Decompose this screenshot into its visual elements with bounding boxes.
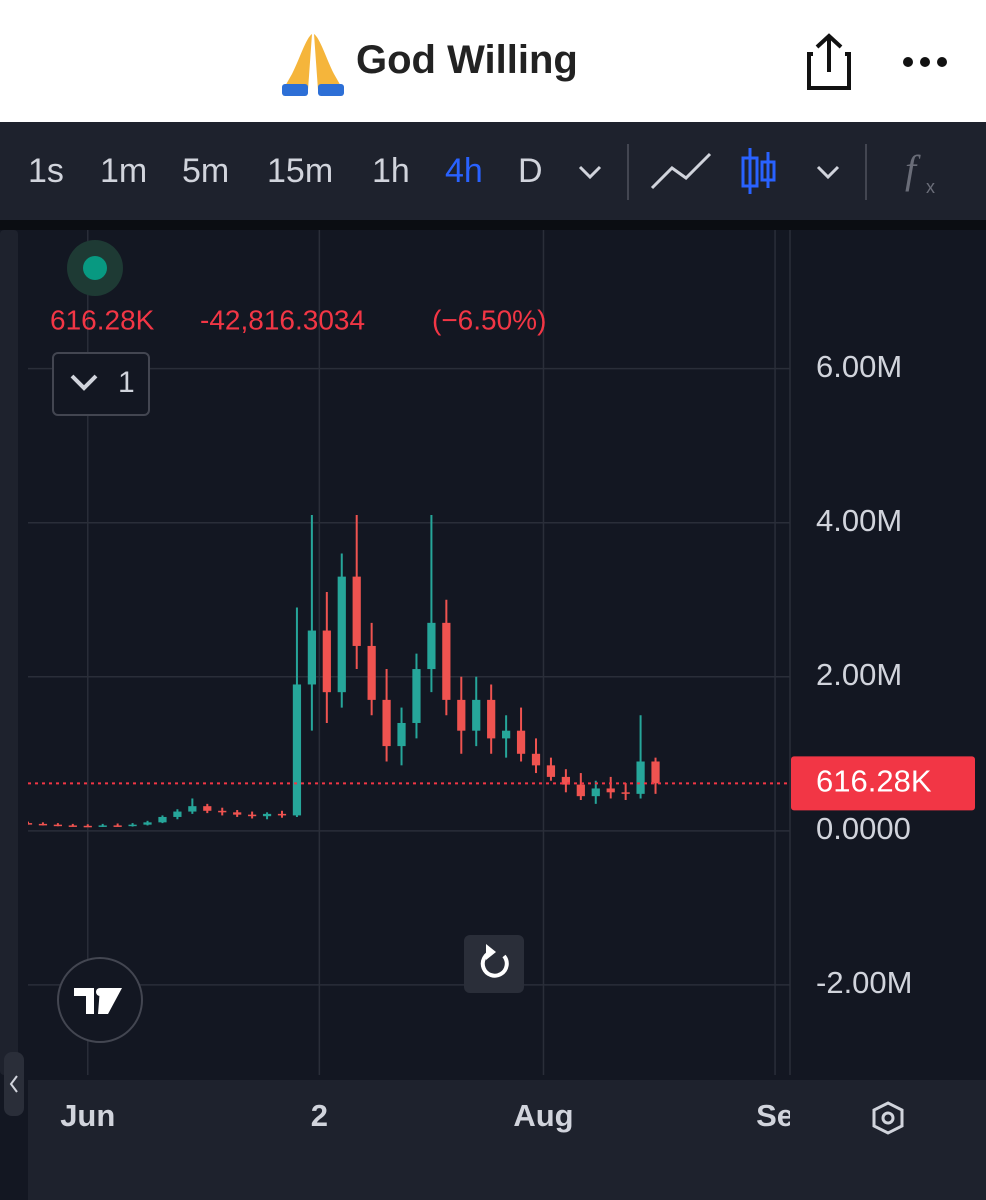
share-button[interactable] <box>805 32 855 92</box>
x-tick-label: 2 <box>311 1098 328 1133</box>
candle-body <box>113 825 122 827</box>
x-tick-label: Aug <box>513 1098 573 1133</box>
candle-body <box>367 645 376 700</box>
interval-button[interactable]: 5m <box>182 152 230 190</box>
svg-text:x: x <box>926 177 935 197</box>
side-toggle[interactable] <box>4 1052 24 1116</box>
interval-button[interactable]: 15m <box>267 152 334 190</box>
candle-body <box>636 761 645 794</box>
candle-body <box>427 622 436 670</box>
candle-body <box>53 824 62 827</box>
candle-body <box>233 812 242 815</box>
candle-body <box>352 576 361 646</box>
time-axis <box>28 1080 986 1160</box>
x-tick-label: Jun <box>60 1098 115 1133</box>
interval-button[interactable]: 1s <box>28 152 64 190</box>
candle-body <box>262 813 272 817</box>
candle-body <box>173 811 182 817</box>
last-price-label: 616.28K <box>816 764 932 799</box>
candle-body <box>322 630 331 693</box>
interval-button[interactable]: 4h <box>445 152 483 190</box>
candle-body <box>28 823 33 825</box>
svg-text:f: f <box>905 147 921 192</box>
candle-body <box>621 792 630 794</box>
y-tick-label: 2.00M <box>816 657 902 692</box>
candle-body <box>561 776 570 785</box>
candle-body <box>606 788 615 793</box>
y-tick-label: 6.00M <box>816 349 902 384</box>
legend-change: -42,816.3034 <box>200 304 365 335</box>
candle-body <box>487 699 496 739</box>
candle-body <box>516 730 526 754</box>
legend-price: 616.28K <box>50 304 155 335</box>
x-axis-labels: Jun 2 Aug Se <box>60 1098 794 1133</box>
candle-body <box>218 810 227 813</box>
candle-body <box>307 630 316 685</box>
candle-body <box>442 622 451 700</box>
candle-body <box>337 576 346 693</box>
candle-body <box>382 699 391 747</box>
candle-body <box>502 730 511 739</box>
candle-body <box>98 825 107 827</box>
candle-body <box>472 699 481 731</box>
y-tick-label: 0.0000 <box>816 811 911 846</box>
candle-body <box>591 788 600 797</box>
last-price-box <box>791 756 975 811</box>
candle-body <box>38 823 48 826</box>
indicator-toggle[interactable] <box>52 352 150 416</box>
candle-body <box>248 814 257 817</box>
more-button[interactable] <box>900 52 950 72</box>
indicator-count: 1 <box>118 366 135 399</box>
emoji-icon <box>282 34 344 96</box>
candle-body <box>143 822 152 825</box>
header: God Willing <box>0 0 986 122</box>
chart: Jun 2 Aug Se -2.00M 0.0000 2.00M 4.00M 6.00M 616.… <box>0 220 986 1200</box>
legend-change-pct: (−6.50%) <box>432 304 546 335</box>
title: God Willing <box>356 38 578 82</box>
candle-body <box>457 699 466 731</box>
reset-button[interactable] <box>464 935 524 993</box>
candle-body <box>68 825 77 827</box>
candle-body <box>128 824 137 827</box>
candle-body <box>546 765 556 777</box>
x-tick-label: Se <box>756 1098 794 1133</box>
candle-body <box>397 722 406 747</box>
candle-body <box>83 825 92 828</box>
interval-button[interactable]: D <box>518 152 543 190</box>
candle-body <box>412 669 421 723</box>
candle-body <box>531 753 541 766</box>
side-panel <box>0 230 18 1075</box>
toolbar-icons: f x <box>578 144 935 200</box>
candle-body <box>188 806 197 812</box>
candle-body <box>651 761 660 784</box>
candle-body <box>576 784 585 797</box>
toolbar: f x 1s 1m 5m 15m 1h 4h D <box>0 122 986 220</box>
interval-button[interactable]: 1m <box>100 152 148 190</box>
candle-body <box>203 806 212 811</box>
candle-body <box>277 813 287 816</box>
y-tick-label: 4.00M <box>816 503 902 538</box>
candle-body <box>292 684 302 816</box>
settings-button[interactable] <box>872 1101 904 1135</box>
y-tick-label: -2.00M <box>816 965 912 1000</box>
interval-button[interactable]: 1h <box>372 152 410 190</box>
candle-body <box>158 816 167 823</box>
